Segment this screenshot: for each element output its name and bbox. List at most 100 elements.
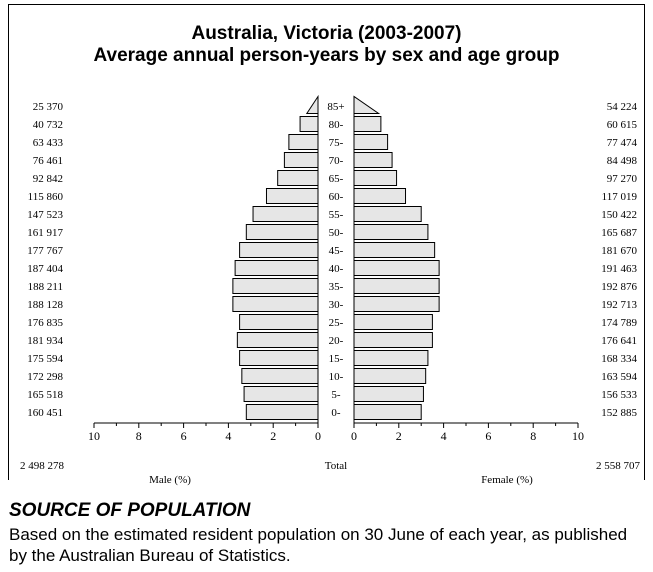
female-bar — [353, 404, 422, 420]
male-bar — [239, 314, 319, 330]
male-x-tick-label: 0 — [315, 429, 321, 443]
age-group-label: 85+ — [327, 101, 344, 113]
female-count-label: 165 687 — [601, 227, 637, 239]
female-count-label: 181 670 — [601, 245, 637, 257]
female-bar — [353, 152, 393, 168]
female-x-tick-label: 8 — [530, 429, 536, 443]
female-bar — [353, 350, 429, 366]
female-count-label: 192 876 — [601, 281, 637, 293]
age-group-label: 50- — [329, 227, 344, 239]
female-x-tick-label: 2 — [396, 429, 402, 443]
female-count-label: 174 789 — [601, 317, 637, 329]
age-group-label: 15- — [329, 353, 344, 365]
female-bar — [353, 332, 433, 348]
female-bar — [353, 386, 424, 402]
female-x-tick-label: 10 — [572, 429, 584, 443]
male-count-label: 160 451 — [27, 407, 63, 419]
female-bar — [353, 278, 440, 294]
female-x-tick-label: 4 — [441, 429, 447, 443]
male-bar — [243, 386, 319, 402]
male-count-label: 147 523 — [27, 209, 63, 221]
age-group-label: 65- — [329, 173, 344, 185]
female-count-label: 54 224 — [607, 101, 638, 113]
male-bar — [265, 188, 319, 204]
female-x-tick-label: 0 — [351, 429, 357, 443]
male-count-label: 187 404 — [27, 263, 63, 275]
female-count-label: 163 594 — [601, 371, 637, 383]
female-count-label: 191 463 — [601, 263, 637, 275]
male-bar — [236, 332, 319, 348]
male-count-label: 92 842 — [33, 173, 63, 185]
male-bar — [305, 94, 319, 114]
total-label: Total — [325, 460, 347, 472]
male-count-label: 161 917 — [27, 227, 63, 239]
male-bar — [234, 260, 319, 276]
male-bar — [239, 242, 319, 258]
male-count-label: 176 835 — [27, 317, 63, 329]
female-count-label: 97 270 — [607, 173, 638, 185]
male-bar — [245, 404, 319, 420]
female-count-label: 176 641 — [601, 335, 637, 347]
age-group-label: 5- — [331, 389, 341, 401]
female-bar — [353, 134, 389, 150]
age-group-label: 20- — [329, 335, 344, 347]
age-group-label: 55- — [329, 209, 344, 221]
female-count-label: 156 533 — [601, 389, 637, 401]
male-count-label: 76 461 — [33, 155, 63, 167]
female-count-label: 150 422 — [601, 209, 637, 221]
chart-frame — [8, 4, 645, 480]
age-group-label: 80- — [329, 119, 344, 131]
female-bar — [353, 224, 429, 240]
female-bar — [353, 116, 382, 132]
age-group-label: 60- — [329, 191, 344, 203]
male-x-tick-label: 8 — [136, 429, 142, 443]
total-female: 2 558 707 — [596, 460, 641, 472]
age-group-label: 45- — [329, 245, 344, 257]
male-count-label: 175 594 — [27, 353, 63, 365]
age-group-label: 70- — [329, 155, 344, 167]
population-pyramid: 0- 160 451 152 885 5- 165 518 156 533 10- 172 2… — [20, 94, 641, 486]
source-heading: SOURCE OF POPULATION — [9, 500, 251, 521]
chart-subtitle: Average annual person-years by sex and a… — [93, 45, 560, 66]
male-x-tick-label: 10 — [88, 429, 100, 443]
female-count-label: 117 019 — [602, 191, 638, 203]
age-group-label: 25- — [329, 317, 344, 329]
male-x-tick-label: 6 — [181, 429, 187, 443]
chart-title: Australia, Victoria (2003-2007) — [191, 23, 462, 44]
male-bar — [239, 350, 319, 366]
male-count-label: 172 298 — [27, 371, 63, 383]
male-count-label: 25 370 — [33, 101, 64, 113]
female-bar — [353, 188, 407, 204]
age-group-label: 75- — [329, 137, 344, 149]
female-bar — [353, 170, 398, 186]
female-bar — [353, 260, 440, 276]
male-bar — [241, 368, 319, 384]
male-bar — [232, 278, 319, 294]
female-count-label: 84 498 — [607, 155, 638, 167]
male-x-tick-label: 2 — [270, 429, 276, 443]
male-bar — [232, 296, 319, 312]
male-count-label: 188 211 — [28, 281, 63, 293]
male-bar — [283, 152, 319, 168]
male-count-label: 181 934 — [27, 335, 63, 347]
male-bar — [277, 170, 319, 186]
male-bar — [245, 224, 319, 240]
female-bar — [353, 95, 381, 114]
age-group-label: 10- — [329, 371, 344, 383]
age-group-label: 40- — [329, 263, 344, 275]
male-count-label: 165 518 — [27, 389, 63, 401]
female-count-label: 152 885 — [601, 407, 637, 419]
male-count-label: 177 767 — [27, 245, 63, 257]
age-group-label: 30- — [329, 299, 344, 311]
female-count-label: 77 474 — [607, 137, 638, 149]
female-bar — [353, 314, 433, 330]
total-male: 2 498 278 — [20, 460, 65, 472]
source-text: Based on the estimated resident populati… — [9, 525, 628, 565]
female-bar — [353, 296, 440, 312]
female-count-label: 60 615 — [607, 119, 638, 131]
male-count-label: 115 860 — [28, 191, 64, 203]
male-x-tick-label: 4 — [225, 429, 231, 443]
male-bar — [299, 116, 319, 132]
female-bar — [353, 242, 436, 258]
male-bar — [252, 206, 319, 222]
